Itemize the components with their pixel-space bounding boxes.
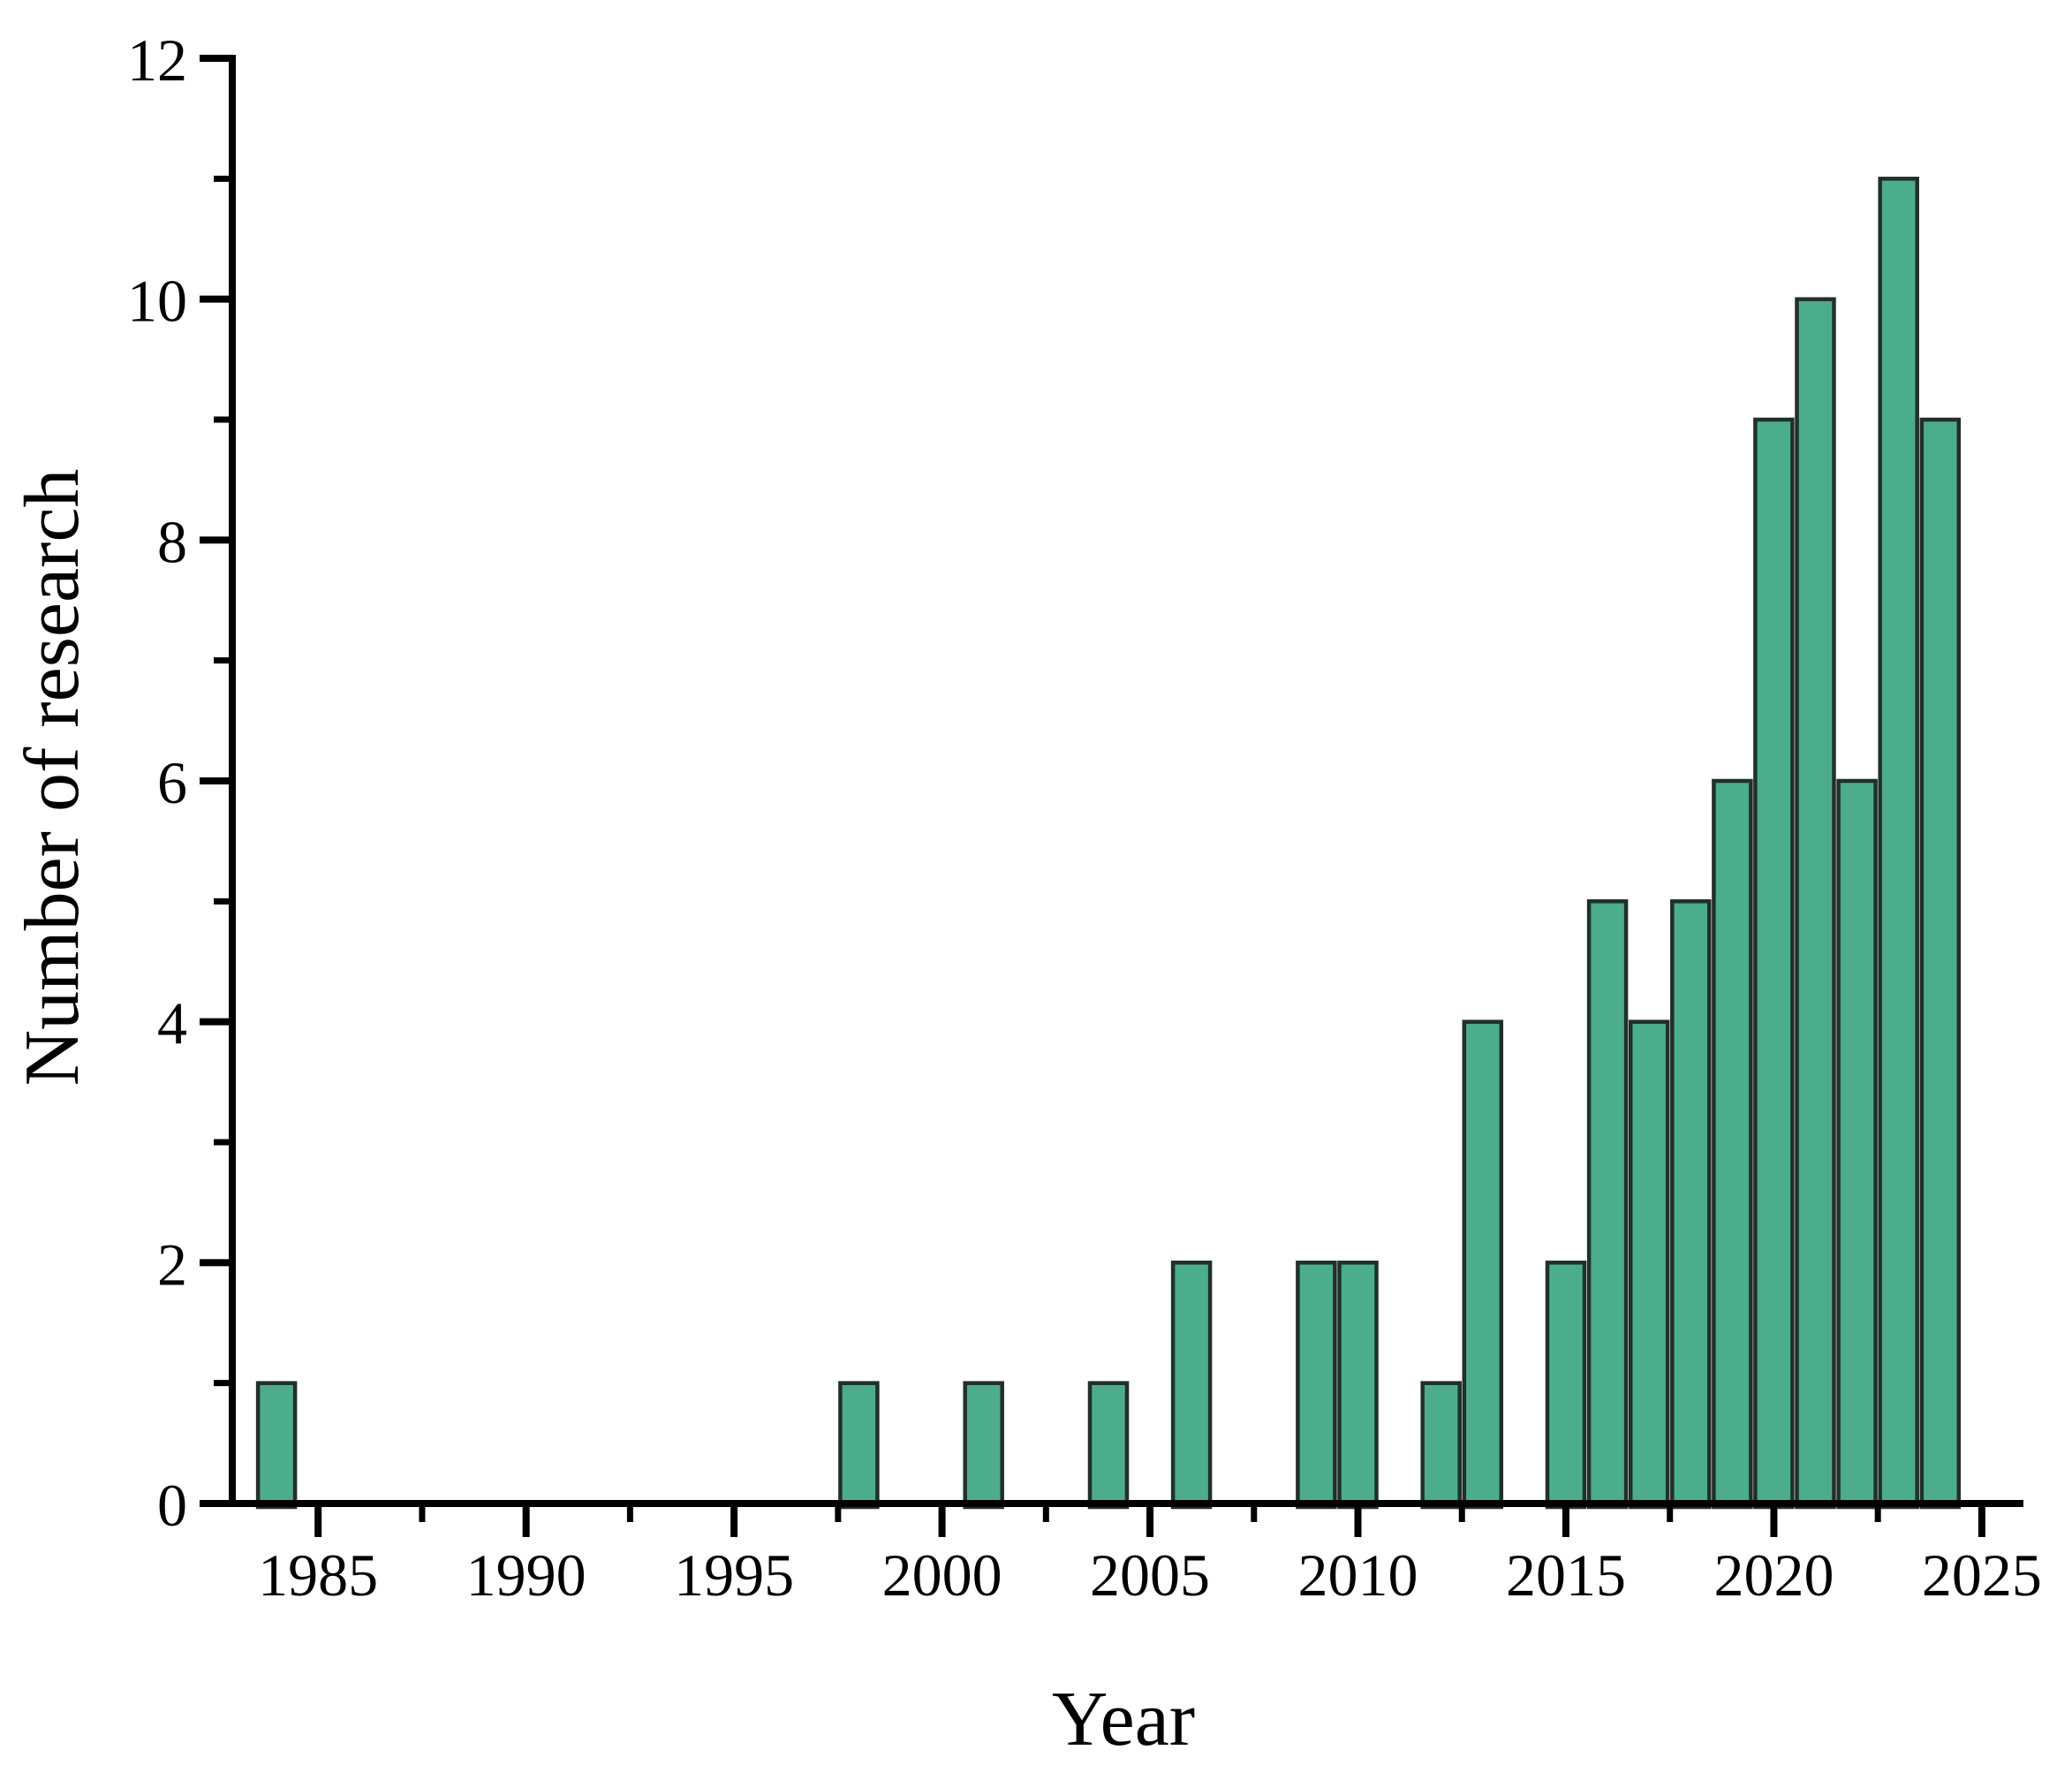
tick-labels-layer: 1985 1990 1995 2000 2005 2010 2015 2020 2025 0 2 4 6… <box>127 27 2042 1609</box>
x-tick-label: 1990 <box>466 1541 586 1609</box>
bar-2017 <box>1628 1019 1670 1510</box>
bar-2015 <box>1545 1261 1587 1510</box>
y-tick-label: 10 <box>127 268 187 335</box>
x-tick-label: 1985 <box>258 1541 378 1609</box>
bar-1998 <box>838 1381 880 1510</box>
x-axis-title: Year <box>1052 1677 1195 1762</box>
x-tick-label: 1995 <box>674 1541 794 1609</box>
x-tick-label: 2010 <box>1298 1541 1418 1609</box>
bar-2023 <box>1878 177 1919 1510</box>
bar-2006 <box>1170 1261 1213 1510</box>
x-tick-label: 2005 <box>1090 1541 1210 1609</box>
y-tick-label: 12 <box>127 27 187 94</box>
bar-2004 <box>1087 1381 1130 1510</box>
x-tick-label: 2015 <box>1506 1541 1626 1609</box>
y-tick-label: 2 <box>157 1231 187 1298</box>
y-tick-label: 8 <box>157 508 187 575</box>
bar-2019 <box>1712 778 1753 1510</box>
bar-2012 <box>1420 1381 1462 1510</box>
x-tick-label: 2025 <box>1922 1541 2042 1609</box>
axes-layer <box>200 55 2023 1537</box>
bar-2013 <box>1462 1019 1504 1510</box>
y-tick-label: 6 <box>157 749 187 816</box>
bar-1984 <box>255 1381 298 1510</box>
y-tick-label: 0 <box>157 1472 187 1539</box>
bar-2022 <box>1836 778 1878 1510</box>
bar-2021 <box>1795 297 1836 1510</box>
bar-2009 <box>1296 1261 1337 1510</box>
bar-2024 <box>1919 417 1962 1510</box>
x-tick-label: 2020 <box>1713 1541 1834 1609</box>
y-tick-label: 4 <box>157 990 187 1057</box>
y-axis-title: Number of research <box>10 469 95 1087</box>
bar-2018 <box>1670 899 1712 1510</box>
bars-layer <box>255 177 1962 1510</box>
bar-2016 <box>1586 899 1629 1510</box>
x-tick-label: 2000 <box>882 1541 1002 1609</box>
bar-2001 <box>963 1381 1004 1510</box>
bar-2020 <box>1753 417 1795 1510</box>
bar-2010 <box>1337 1261 1379 1510</box>
